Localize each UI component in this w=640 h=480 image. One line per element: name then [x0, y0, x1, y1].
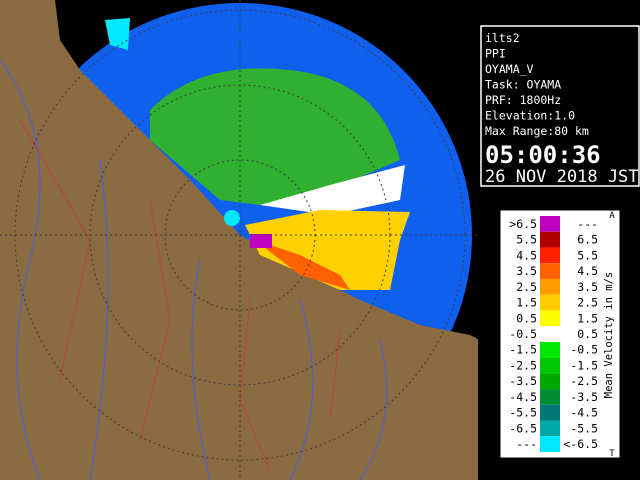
legend-title: Mean Velocity in m/s	[603, 272, 615, 398]
legend-low: -3.5	[509, 374, 537, 388]
legend-swatch	[540, 341, 560, 358]
echo-yellow	[245, 210, 410, 290]
legend-high: -5.5	[570, 421, 598, 435]
legend-high: <-6.5	[563, 437, 598, 451]
legend-high: -1.5	[570, 358, 598, 372]
legend-swatch	[540, 389, 560, 405]
info-line: ilts2	[485, 31, 520, 45]
info-line: OYAMA_V	[485, 62, 534, 76]
legend-swatch	[540, 278, 560, 295]
date: 26 NOV 2018 JST	[485, 167, 639, 187]
legend-low: 0.5	[516, 311, 537, 325]
info-line: Task: OYAMA	[485, 78, 561, 92]
legend-low: -4.5	[509, 390, 537, 404]
legend: >6.5 ---5.5 6.54.5 5.53.5 4.52.5 3.51.5 2.50.5…	[509, 216, 598, 452]
legend-low: >6.5	[509, 217, 537, 231]
legend-bottom-mark: T	[609, 449, 615, 459]
legend-low: -2.5	[509, 358, 537, 372]
legend-high: ---	[577, 217, 598, 231]
legend-swatch	[540, 436, 560, 452]
legend-swatch	[540, 216, 560, 232]
legend-high: 0.5	[577, 327, 598, 341]
legend-high: 1.5	[577, 311, 598, 325]
legend-high: -4.5	[570, 406, 598, 420]
legend-high: -0.5	[570, 343, 598, 357]
legend-swatch	[540, 420, 560, 437]
legend-swatch	[540, 373, 560, 390]
echo-magenta	[250, 234, 272, 248]
legend-swatch	[540, 247, 560, 264]
legend-low: -1.5	[509, 343, 537, 357]
rivers	[0, 59, 388, 480]
echo-cyan-north	[105, 18, 130, 50]
terrain	[0, 0, 478, 480]
legend-swatch	[540, 404, 560, 421]
range-rings	[0, 0, 478, 480]
legend-high: 6.5	[577, 233, 598, 247]
legend-high: 5.5	[577, 248, 598, 262]
echo-white	[260, 165, 405, 215]
info-line: PPI	[485, 47, 506, 61]
legend-high: 4.5	[577, 264, 598, 278]
legend-high: -3.5	[570, 390, 598, 404]
info-panel	[480, 25, 640, 187]
legend-swatch	[540, 231, 560, 248]
legend-low: 3.5	[516, 264, 537, 278]
legend-swatch	[540, 326, 560, 342]
radar-map	[0, 0, 478, 480]
legend-swatch	[540, 357, 560, 374]
echo-green	[150, 68, 400, 205]
info-line: PRF: 1800Hz	[485, 93, 561, 107]
legend-swatch	[540, 310, 560, 327]
time: 05:00:36	[485, 141, 601, 169]
legend-low: 1.5	[516, 296, 537, 310]
legend-top-mark: A	[609, 211, 615, 221]
echo-cyan	[224, 210, 240, 226]
echo-orange	[255, 240, 350, 290]
legend-low: -6.5	[509, 421, 537, 435]
legend-low: 5.5	[516, 233, 537, 247]
legend-low: 2.5	[516, 280, 537, 294]
legend-low: -5.5	[509, 406, 537, 420]
info-line: Max Range:80 km	[485, 124, 589, 138]
legend-swatch	[540, 294, 560, 311]
legend-low: 4.5	[516, 248, 537, 262]
info-line: Elevation:1.0	[485, 109, 575, 123]
legend-high: -2.5	[570, 374, 598, 388]
legend-high: 3.5	[577, 280, 598, 294]
legend-high: 2.5	[577, 296, 598, 310]
legend-low: -0.5	[509, 327, 537, 341]
legend-low: ---	[516, 437, 537, 451]
legend-swatch	[540, 263, 560, 279]
